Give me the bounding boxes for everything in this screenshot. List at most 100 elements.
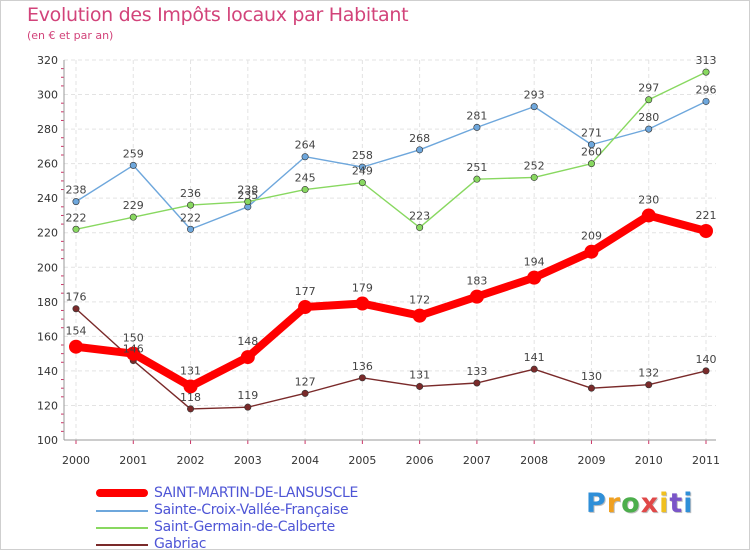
chart-data-labels: 238 259 222 235 264 258 268 281 293 271 280 296 222 2…: [66, 54, 717, 404]
legend-swatch: [96, 510, 148, 512]
data-label: 172: [409, 294, 430, 307]
x-tick-label: 2010: [635, 454, 663, 467]
x-tick-label: 2000: [62, 454, 90, 467]
y-tick-label: 280: [37, 123, 58, 136]
data-label: 281: [466, 109, 487, 122]
y-tick-label: 160: [37, 330, 58, 343]
logo-letter: x: [640, 488, 660, 519]
legend-swatch: [96, 527, 148, 529]
data-point: [587, 384, 595, 392]
data-point: [527, 270, 542, 285]
data-point: [187, 225, 195, 233]
series-4: [72, 305, 710, 413]
data-label: 150: [123, 332, 144, 345]
data-point: [473, 175, 481, 183]
chart-grid: [64, 59, 716, 441]
data-label: 229: [123, 199, 144, 212]
data-point: [416, 382, 424, 390]
data-label: 260: [581, 146, 602, 159]
chart-title: Evolution des Impôts locaux par Habitant: [27, 4, 409, 26]
data-point: [244, 403, 252, 411]
data-label: 296: [696, 83, 717, 96]
series-line: [72, 211, 710, 391]
chart-subtitle: (en € et par an): [27, 29, 114, 42]
data-point: [298, 300, 313, 314]
data-point: [69, 339, 83, 354]
logo-letter: o: [621, 488, 641, 519]
y-tick-label: 120: [37, 399, 58, 412]
y-tick-label: 220: [37, 227, 58, 240]
chart-series: [69, 68, 713, 413]
data-label: 313: [696, 54, 717, 67]
data-label: 235: [237, 189, 258, 202]
data-label: 251: [466, 161, 487, 174]
data-point: [301, 389, 309, 397]
data-point: [301, 186, 309, 194]
data-label: 176: [66, 291, 87, 304]
data-point: [530, 103, 538, 111]
data-point: [129, 213, 137, 221]
y-tick-label: 200: [37, 261, 58, 274]
data-point: [72, 225, 80, 233]
x-tick-label: 2004: [291, 454, 319, 467]
data-point: [358, 163, 366, 171]
y-tick-label: 180: [37, 296, 58, 309]
x-tick-label: 2011: [692, 454, 720, 467]
data-label: 179: [352, 282, 373, 295]
plot-area: [64, 60, 716, 440]
y-tick-label: 240: [37, 192, 58, 205]
data-point: [702, 97, 710, 105]
data-label: 131: [180, 364, 201, 377]
data-label: 183: [466, 275, 487, 288]
data-label: 140: [696, 353, 717, 366]
data-point: [416, 146, 424, 154]
x-tick-label: 2009: [577, 454, 605, 467]
data-point: [126, 346, 141, 361]
data-point: [416, 224, 424, 232]
logo-letter: t: [669, 488, 684, 519]
data-point: [530, 173, 538, 181]
data-point: [587, 141, 595, 149]
y-tick-label: 260: [37, 158, 58, 171]
logo-letter: i: [659, 488, 670, 519]
data-point: [641, 208, 656, 223]
data-label: 146: [123, 343, 144, 356]
data-label: 258: [352, 149, 373, 162]
data-label: 230: [638, 193, 659, 206]
legend-swatch: [96, 489, 148, 497]
data-point: [72, 305, 80, 313]
logo-letter: i: [683, 488, 694, 519]
data-label: 141: [524, 351, 545, 364]
data-label: 119: [237, 389, 258, 402]
chart-axes: 100 120 140 160 180 200 220 240 260 280 300 320 2000…: [37, 54, 720, 467]
data-point: [702, 68, 710, 76]
data-point: [183, 379, 198, 394]
y-tick-label: 320: [37, 54, 58, 67]
data-point: [645, 96, 653, 104]
data-label: 133: [466, 365, 487, 378]
data-label: 268: [409, 132, 430, 145]
data-label: 264: [295, 139, 316, 152]
data-point: [645, 125, 653, 133]
legend-swatch: [96, 544, 148, 546]
data-point: [584, 244, 599, 259]
y-tick-label: 100: [37, 434, 58, 447]
data-point: [412, 308, 427, 323]
data-label: 118: [180, 391, 201, 404]
data-label: 209: [581, 230, 602, 243]
proxiti-logo: Proxiti: [586, 488, 694, 519]
series-line: [75, 100, 707, 230]
data-label: 127: [295, 375, 316, 388]
data-point: [473, 123, 481, 131]
data-point: [240, 350, 255, 365]
x-tick-label: 2003: [234, 454, 262, 467]
data-point: [355, 296, 370, 311]
data-point: [187, 201, 195, 209]
data-label: 252: [524, 159, 545, 172]
data-point: [358, 179, 366, 187]
series-2: [72, 97, 710, 233]
data-point: [530, 365, 538, 373]
data-label: 132: [638, 367, 659, 380]
data-label: 221: [696, 209, 717, 222]
series-line: [75, 71, 707, 230]
